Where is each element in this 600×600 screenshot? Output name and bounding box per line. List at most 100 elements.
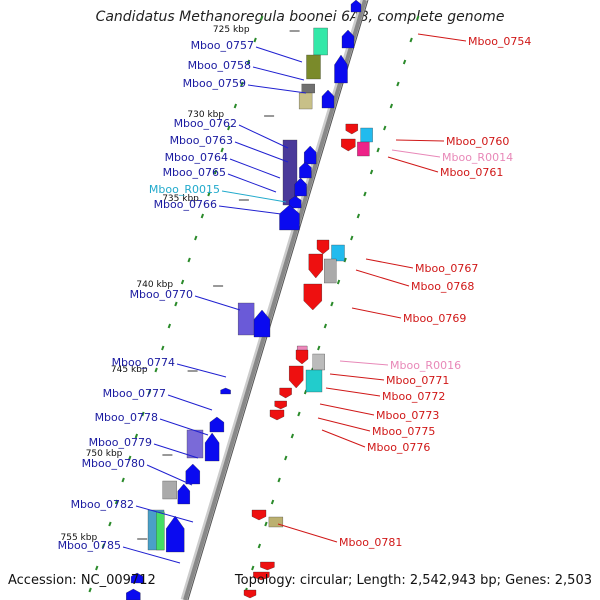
tick-track-right <box>284 455 288 461</box>
tick-track-left <box>187 257 191 263</box>
forward-gene-arrow <box>294 177 307 197</box>
forward-gene-arrow <box>126 588 141 600</box>
tick-track-left <box>200 213 205 219</box>
backbone-edge <box>187 0 369 600</box>
tick-track-left <box>174 301 178 307</box>
forward-gene-arrow <box>209 416 225 433</box>
reverse-gene-arrow <box>308 253 323 279</box>
forward-gene-arrow <box>177 483 190 505</box>
tick-track-right <box>270 499 275 505</box>
tick-track-right <box>416 15 420 21</box>
reverse-gene-arrow <box>260 561 275 571</box>
map-title: Candidatus Methanoregula boonei 6A8, com… <box>95 9 505 25</box>
scale-label: 745 kbp <box>111 365 148 375</box>
leader-line <box>365 258 414 269</box>
tick-track-right <box>336 279 341 285</box>
leader-line <box>325 387 381 397</box>
leader-line <box>229 158 281 179</box>
gene-label-mboo-0754: Mboo_0754 <box>468 35 531 48</box>
gene-label-mboo-0782: Mboo_0782 <box>71 498 134 511</box>
tick-track-right <box>277 477 281 483</box>
leader-line <box>351 307 402 319</box>
tick-track-right <box>369 169 374 175</box>
feature-block <box>324 258 337 284</box>
gene-label-mboo-0772: Mboo_0772 <box>382 390 445 403</box>
feature-block <box>301 83 315 94</box>
tick-track-left <box>95 565 99 571</box>
gene-label-mboo-r0014: Mboo_R0014 <box>442 151 513 164</box>
gene-label-mboo-0770: Mboo_0770 <box>130 288 193 301</box>
feature-block <box>360 127 373 143</box>
reverse-gene-arrow <box>316 239 330 255</box>
tick-track-right <box>317 345 321 351</box>
gene-label-mboo-0773: Mboo_0773 <box>376 409 439 422</box>
reverse-gene-arrow <box>341 138 356 152</box>
scale-label: 725 kbp <box>213 25 250 35</box>
gene-label-mboo-0769: Mboo_0769 <box>403 312 466 325</box>
reverse-gene-arrow <box>269 409 285 421</box>
gene-label-mboo-0774: Mboo_0774 <box>112 356 175 369</box>
leader-line <box>417 33 467 42</box>
forward-gene-arrow <box>130 572 144 584</box>
reverse-gene-arrow <box>243 589 257 599</box>
feature-block <box>312 353 325 371</box>
leader-line <box>176 363 227 378</box>
gene-label-mboo-0765: Mboo_0765 <box>163 166 226 179</box>
tick-track-right <box>409 37 413 43</box>
leader-line <box>277 523 338 543</box>
tick-track-right <box>376 147 380 153</box>
gene-label-mboo-0763: Mboo_0763 <box>170 134 233 147</box>
leader-line <box>395 139 445 142</box>
reverse-gene-arrow <box>274 400 287 410</box>
leader-line <box>339 360 389 366</box>
tick-track-right <box>363 191 367 197</box>
forward-gene-arrow <box>166 515 185 553</box>
forward-gene-arrow <box>341 29 355 49</box>
tick-track-left <box>141 411 145 417</box>
tick-track-left <box>213 169 218 175</box>
tick-track-left <box>194 235 198 241</box>
gene-label-mboo-0781: Mboo_0781 <box>339 536 402 549</box>
gene-label-mboo-r0016: Mboo_R0016 <box>390 359 461 372</box>
tick-track-right <box>396 81 400 87</box>
tick-track-right <box>356 213 361 219</box>
feature-block <box>313 27 328 56</box>
forward-gene-arrow <box>279 204 300 231</box>
forward-gene-arrow <box>299 161 312 179</box>
feature-block <box>156 511 165 551</box>
leader-line <box>321 429 366 448</box>
feature-block <box>268 516 284 528</box>
leader-line <box>135 505 194 523</box>
tick-track-left <box>134 433 139 439</box>
gene-label-mboo-0760: Mboo_0760 <box>446 135 509 148</box>
leader-line <box>146 464 193 486</box>
forward-gene-arrow <box>204 432 220 462</box>
reverse-gene-arrow <box>295 349 309 365</box>
gene-label-mboo-0762: Mboo_0762 <box>174 117 237 130</box>
tick-track-right <box>402 59 407 65</box>
backbone-line <box>183 0 367 600</box>
forward-gene-arrow <box>289 195 302 209</box>
tick-track-left <box>154 367 158 373</box>
gene-label-mboo-0768: Mboo_0768 <box>411 280 474 293</box>
feature-block <box>305 369 323 393</box>
tick-track-left <box>88 587 92 593</box>
tick-track-right <box>383 125 387 131</box>
leader-line <box>255 46 303 63</box>
scale-label: 750 kbp <box>86 449 123 459</box>
forward-gene-arrow <box>350 0 362 13</box>
leader-line <box>317 417 371 432</box>
gene-label-mboo-0764: Mboo_0764 <box>165 151 228 164</box>
tick-track-right <box>257 543 262 549</box>
accession-text: Accession: NC_009712 <box>8 573 156 588</box>
forward-gene-arrow <box>334 54 348 84</box>
scale-label: 740 kbp <box>136 280 173 290</box>
gene-label-mboo-0759: Mboo_0759 <box>183 77 246 90</box>
forward-gene-arrow <box>304 145 317 165</box>
feature-block <box>162 480 177 500</box>
gene-label-mboo-0767: Mboo_0767 <box>415 262 478 275</box>
feature-block <box>357 141 370 157</box>
gene-label-mboo-0777: Mboo_0777 <box>103 387 166 400</box>
tick-track-left <box>246 59 251 65</box>
